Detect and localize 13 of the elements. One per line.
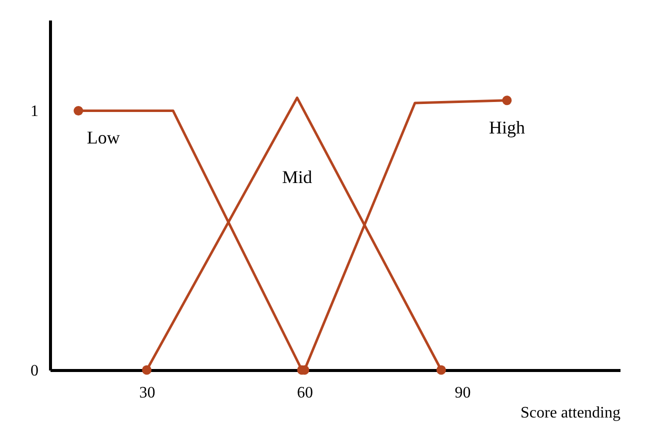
- series-label: High: [488, 117, 525, 138]
- y-tick-label: 0: [30, 362, 38, 380]
- point: [74, 106, 84, 116]
- y-tick-label: 1: [30, 103, 38, 120]
- point: [436, 365, 446, 375]
- x-tick-label: 30: [139, 384, 156, 402]
- series-label: Mid: [282, 166, 312, 187]
- point: [502, 96, 512, 106]
- x-axis-title: Score attending: [520, 404, 620, 422]
- x-tick-label: 90: [454, 384, 471, 402]
- point: [142, 365, 152, 375]
- series-label: Low: [86, 128, 120, 148]
- x-tick-label: 60: [297, 384, 313, 402]
